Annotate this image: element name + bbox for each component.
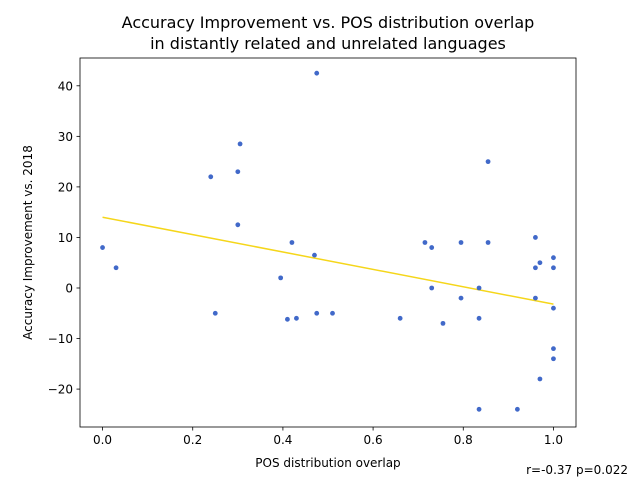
y-tick-label: 40 xyxy=(58,79,73,93)
scatter-point xyxy=(289,240,295,245)
scatter-point xyxy=(235,222,241,228)
y-tick-label: −20 xyxy=(48,383,73,397)
y-tick-label: 10 xyxy=(58,231,73,245)
scatter-point xyxy=(314,310,320,316)
correlation-annotation: r=-0.37 p=0.022 xyxy=(526,463,628,477)
scatter-point xyxy=(429,285,435,291)
chart-title-line-1: Accuracy Improvement vs. POS distributio… xyxy=(122,13,535,32)
x-axis-ticks: 0.0 0.2 0.4 0.6 0.8 1.0 xyxy=(93,427,563,447)
scatter-point xyxy=(429,245,435,250)
scatter-point xyxy=(485,240,491,245)
scatter-point xyxy=(458,295,464,301)
y-tick-label: 20 xyxy=(58,180,73,194)
scatter-point xyxy=(312,252,317,258)
y-axis-ticks: −20 −10 0 10 20 30 40 xyxy=(48,79,80,397)
scatter-point xyxy=(533,295,538,301)
scatter-point xyxy=(314,70,320,76)
scatter-point xyxy=(237,141,243,147)
y-axis-label: Accuracy Improvement vs. 2018 xyxy=(21,145,35,340)
plot-area xyxy=(79,57,577,428)
x-axis-label: POS distribution overlap xyxy=(255,456,400,470)
scatter-point xyxy=(551,305,556,311)
scatter-point xyxy=(330,310,335,316)
scatter-point xyxy=(551,265,556,271)
x-tick-label: 0.0 xyxy=(93,433,112,447)
scatter-point xyxy=(458,240,464,245)
scatter-point xyxy=(533,265,538,271)
scatter-point xyxy=(294,315,299,321)
chart-title-line-2: in distantly related and unrelated langu… xyxy=(150,34,506,53)
y-tick-label: 0 xyxy=(65,281,73,295)
y-tick-label: 30 xyxy=(58,130,73,144)
scatter-point xyxy=(422,240,428,245)
x-tick-label: 0.4 xyxy=(273,433,292,447)
x-tick-label: 1.0 xyxy=(544,433,563,447)
scatter-point xyxy=(551,346,556,352)
scatter-point xyxy=(100,245,105,250)
scatter-point xyxy=(537,260,543,266)
scatter-point xyxy=(514,406,520,412)
scatter-point xyxy=(476,285,482,291)
scatter-point xyxy=(476,406,482,412)
scatter-point xyxy=(212,310,218,316)
scatter-point xyxy=(551,356,556,362)
scatter-point xyxy=(537,376,543,382)
scatter-point xyxy=(533,235,538,240)
x-tick-label: 0.6 xyxy=(364,433,383,447)
x-tick-label: 0.2 xyxy=(183,433,202,447)
scatter-point xyxy=(551,255,556,261)
data-points xyxy=(100,70,556,412)
y-tick-label: −10 xyxy=(48,332,73,346)
scatter-point xyxy=(397,315,403,321)
scatter-point xyxy=(440,320,446,326)
scatter-point xyxy=(485,159,491,165)
scatter-point xyxy=(235,169,241,175)
scatter-point xyxy=(285,316,290,322)
scatter-point xyxy=(208,174,214,180)
x-tick-label: 0.8 xyxy=(454,433,473,447)
scatter-point xyxy=(278,275,284,281)
scatter-point xyxy=(476,315,482,321)
scatter-point xyxy=(113,265,119,271)
